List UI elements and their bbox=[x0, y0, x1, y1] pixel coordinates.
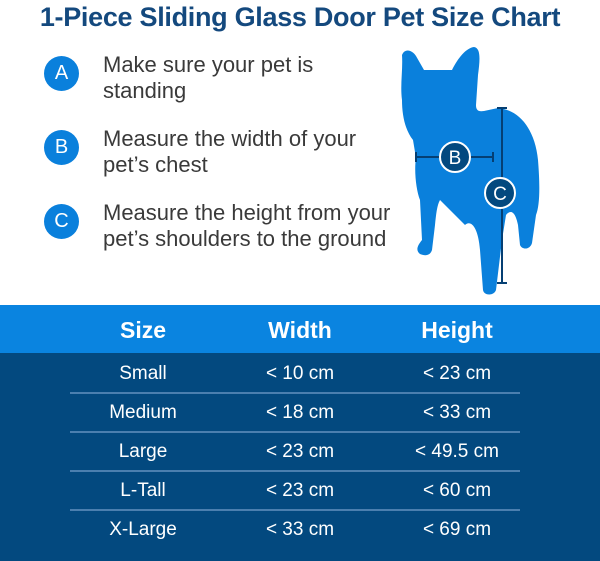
row-divider bbox=[70, 470, 520, 472]
table-row: X-Large < 33 cm < 69 cm bbox=[0, 510, 600, 549]
header-height: Height bbox=[421, 317, 493, 343]
cell-width: < 10 cm bbox=[265, 363, 335, 384]
header-width: Width bbox=[268, 317, 332, 343]
cell-height: < 49.5 cm bbox=[415, 441, 499, 462]
header-size: Size bbox=[119, 317, 167, 343]
step-badge: A bbox=[44, 56, 79, 91]
label-c-badge: C bbox=[484, 177, 516, 209]
step-text: Make sure your pet is standing bbox=[103, 52, 314, 103]
row-divider bbox=[70, 509, 520, 511]
step-b: B Measure the width of your pet’s chest bbox=[44, 126, 393, 178]
table-body: Small < 10 cm < 23 cm Medium < 18 cm < 3… bbox=[0, 353, 600, 561]
row-divider bbox=[70, 431, 520, 433]
step-c: C Measure the height from your pet’s sho… bbox=[44, 200, 393, 252]
dog-silhouette-icon: B C bbox=[401, 47, 540, 295]
cell-size: Large bbox=[118, 441, 168, 462]
cell-height: < 33 cm bbox=[422, 402, 492, 423]
label-b-badge: B bbox=[439, 141, 471, 173]
cell-size: X-Large bbox=[109, 519, 177, 540]
step-badge: B bbox=[44, 130, 79, 165]
cell-size: Small bbox=[119, 363, 167, 384]
table-row: Medium < 18 cm < 33 cm bbox=[0, 393, 600, 433]
row-divider bbox=[70, 392, 520, 394]
cell-height: < 23 cm bbox=[422, 363, 492, 384]
svg-text:C: C bbox=[493, 184, 507, 205]
table-header: Size Width Height bbox=[0, 305, 600, 353]
table-row: Small < 10 cm < 23 cm bbox=[0, 354, 600, 394]
cell-width: < 23 cm bbox=[265, 480, 335, 501]
step-a: A Make sure your pet is standing bbox=[44, 52, 393, 104]
cell-height: < 60 cm bbox=[422, 480, 492, 501]
cell-height: < 69 cm bbox=[422, 519, 492, 540]
table-row: Large < 23 cm < 49.5 cm bbox=[0, 432, 600, 472]
step-text: Measure the width of your pet’s chest bbox=[103, 126, 357, 177]
table-row: L-Tall < 23 cm < 60 cm bbox=[0, 471, 600, 511]
cell-width: < 33 cm bbox=[265, 519, 335, 540]
cell-width: < 23 cm bbox=[265, 441, 335, 462]
cell-size: L-Tall bbox=[120, 480, 166, 501]
step-badge: C bbox=[44, 204, 79, 239]
cell-size: Medium bbox=[109, 402, 177, 423]
cell-width: < 18 cm bbox=[265, 402, 335, 423]
page-title: 1-Piece Sliding Glass Door Pet Size Char… bbox=[39, 2, 561, 32]
svg-text:B: B bbox=[449, 148, 462, 169]
step-text: Measure the height from your pet’s shoul… bbox=[103, 200, 391, 251]
